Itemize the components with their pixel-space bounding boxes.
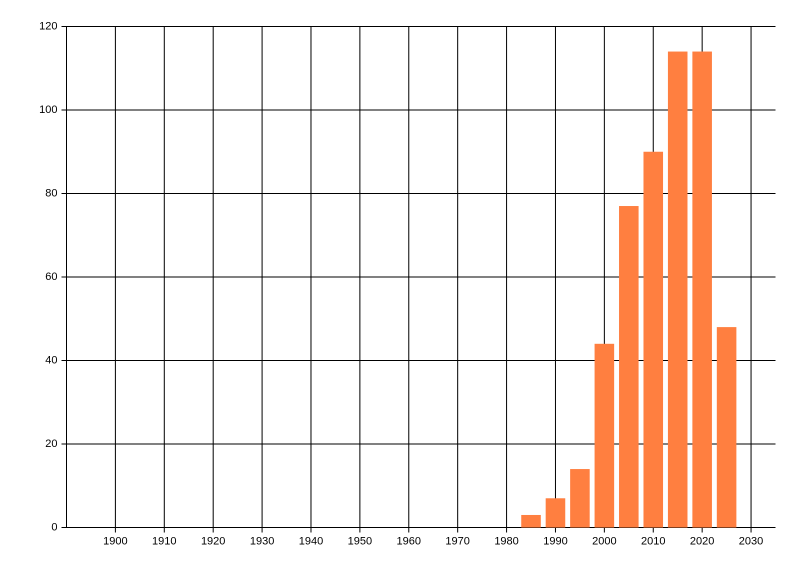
bar xyxy=(643,151,664,528)
bar xyxy=(521,514,541,528)
y-tick-label: 20 xyxy=(45,438,57,450)
x-tick-label: 2000 xyxy=(592,535,616,547)
y-tick-label: 0 xyxy=(51,521,57,533)
bar xyxy=(692,51,712,528)
y-tick-label: 100 xyxy=(39,104,57,116)
y-tick-label: 120 xyxy=(39,20,57,32)
x-tick-label: 1940 xyxy=(299,535,323,547)
bar xyxy=(667,51,688,528)
bar xyxy=(570,469,590,528)
x-tick-label: 2020 xyxy=(690,535,714,547)
x-tick-label: 1970 xyxy=(445,535,469,547)
x-tick-label: 1980 xyxy=(494,535,518,547)
bar xyxy=(619,206,639,528)
x-tick-label: 1960 xyxy=(397,535,421,547)
x-tick-label: 2010 xyxy=(641,535,665,547)
x-tick-label: 2030 xyxy=(739,535,763,547)
x-tick-label: 1990 xyxy=(543,535,567,547)
x-tick-label: 1900 xyxy=(103,535,127,547)
bar xyxy=(716,327,737,528)
x-tick-label: 1910 xyxy=(152,535,176,547)
x-tick-label: 1920 xyxy=(201,535,225,547)
y-tick-label: 80 xyxy=(45,187,57,199)
x-tick-label: 1950 xyxy=(348,535,372,547)
y-tick-label: 60 xyxy=(45,271,57,283)
bar xyxy=(545,498,566,528)
bar xyxy=(594,343,615,528)
y-tick-label: 40 xyxy=(45,354,57,366)
x-tick-label: 1930 xyxy=(250,535,274,547)
